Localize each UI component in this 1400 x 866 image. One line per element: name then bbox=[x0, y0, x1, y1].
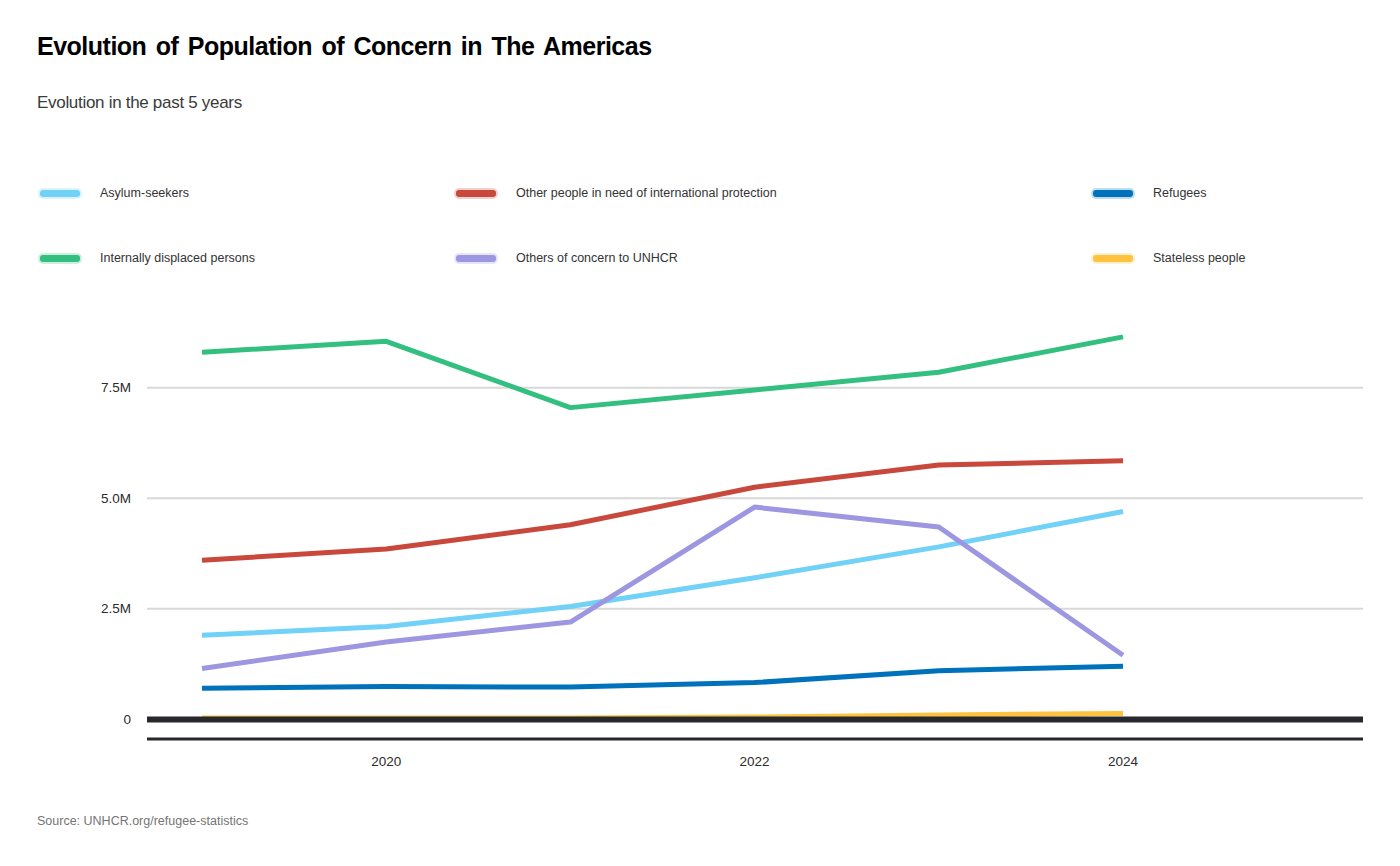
x-axis-line bbox=[147, 738, 1363, 741]
series-line-other-people-in-need-of-international-protection bbox=[202, 461, 1123, 560]
x-tick-label-2024: 2024 bbox=[1108, 754, 1139, 769]
y-tick-label-5.0M: 5.0M bbox=[101, 491, 131, 506]
source-note: Source: UNHCR.org/refugee-statistics bbox=[37, 814, 248, 828]
y-tick-label-7.5M: 7.5M bbox=[101, 380, 131, 395]
x-tick-label-2022: 2022 bbox=[740, 754, 770, 769]
chart-page: Evolution of Population of Concern in Th… bbox=[0, 0, 1400, 866]
x-tick-label-2020: 2020 bbox=[371, 754, 401, 769]
zero-baseline bbox=[147, 717, 1363, 723]
line-chart: 7.5M 5.0M 2.5M 0 2020 2022 2024 bbox=[0, 0, 1400, 866]
series-line-internally-displaced-persons bbox=[202, 337, 1123, 408]
series-line-others-of-concern-to-unhcr bbox=[202, 507, 1123, 668]
y-tick-label-2.5M: 2.5M bbox=[101, 601, 131, 616]
series-line-refugees bbox=[202, 666, 1123, 688]
y-tick-label-0: 0 bbox=[123, 712, 131, 727]
series-line-asylum-seekers bbox=[202, 512, 1123, 636]
